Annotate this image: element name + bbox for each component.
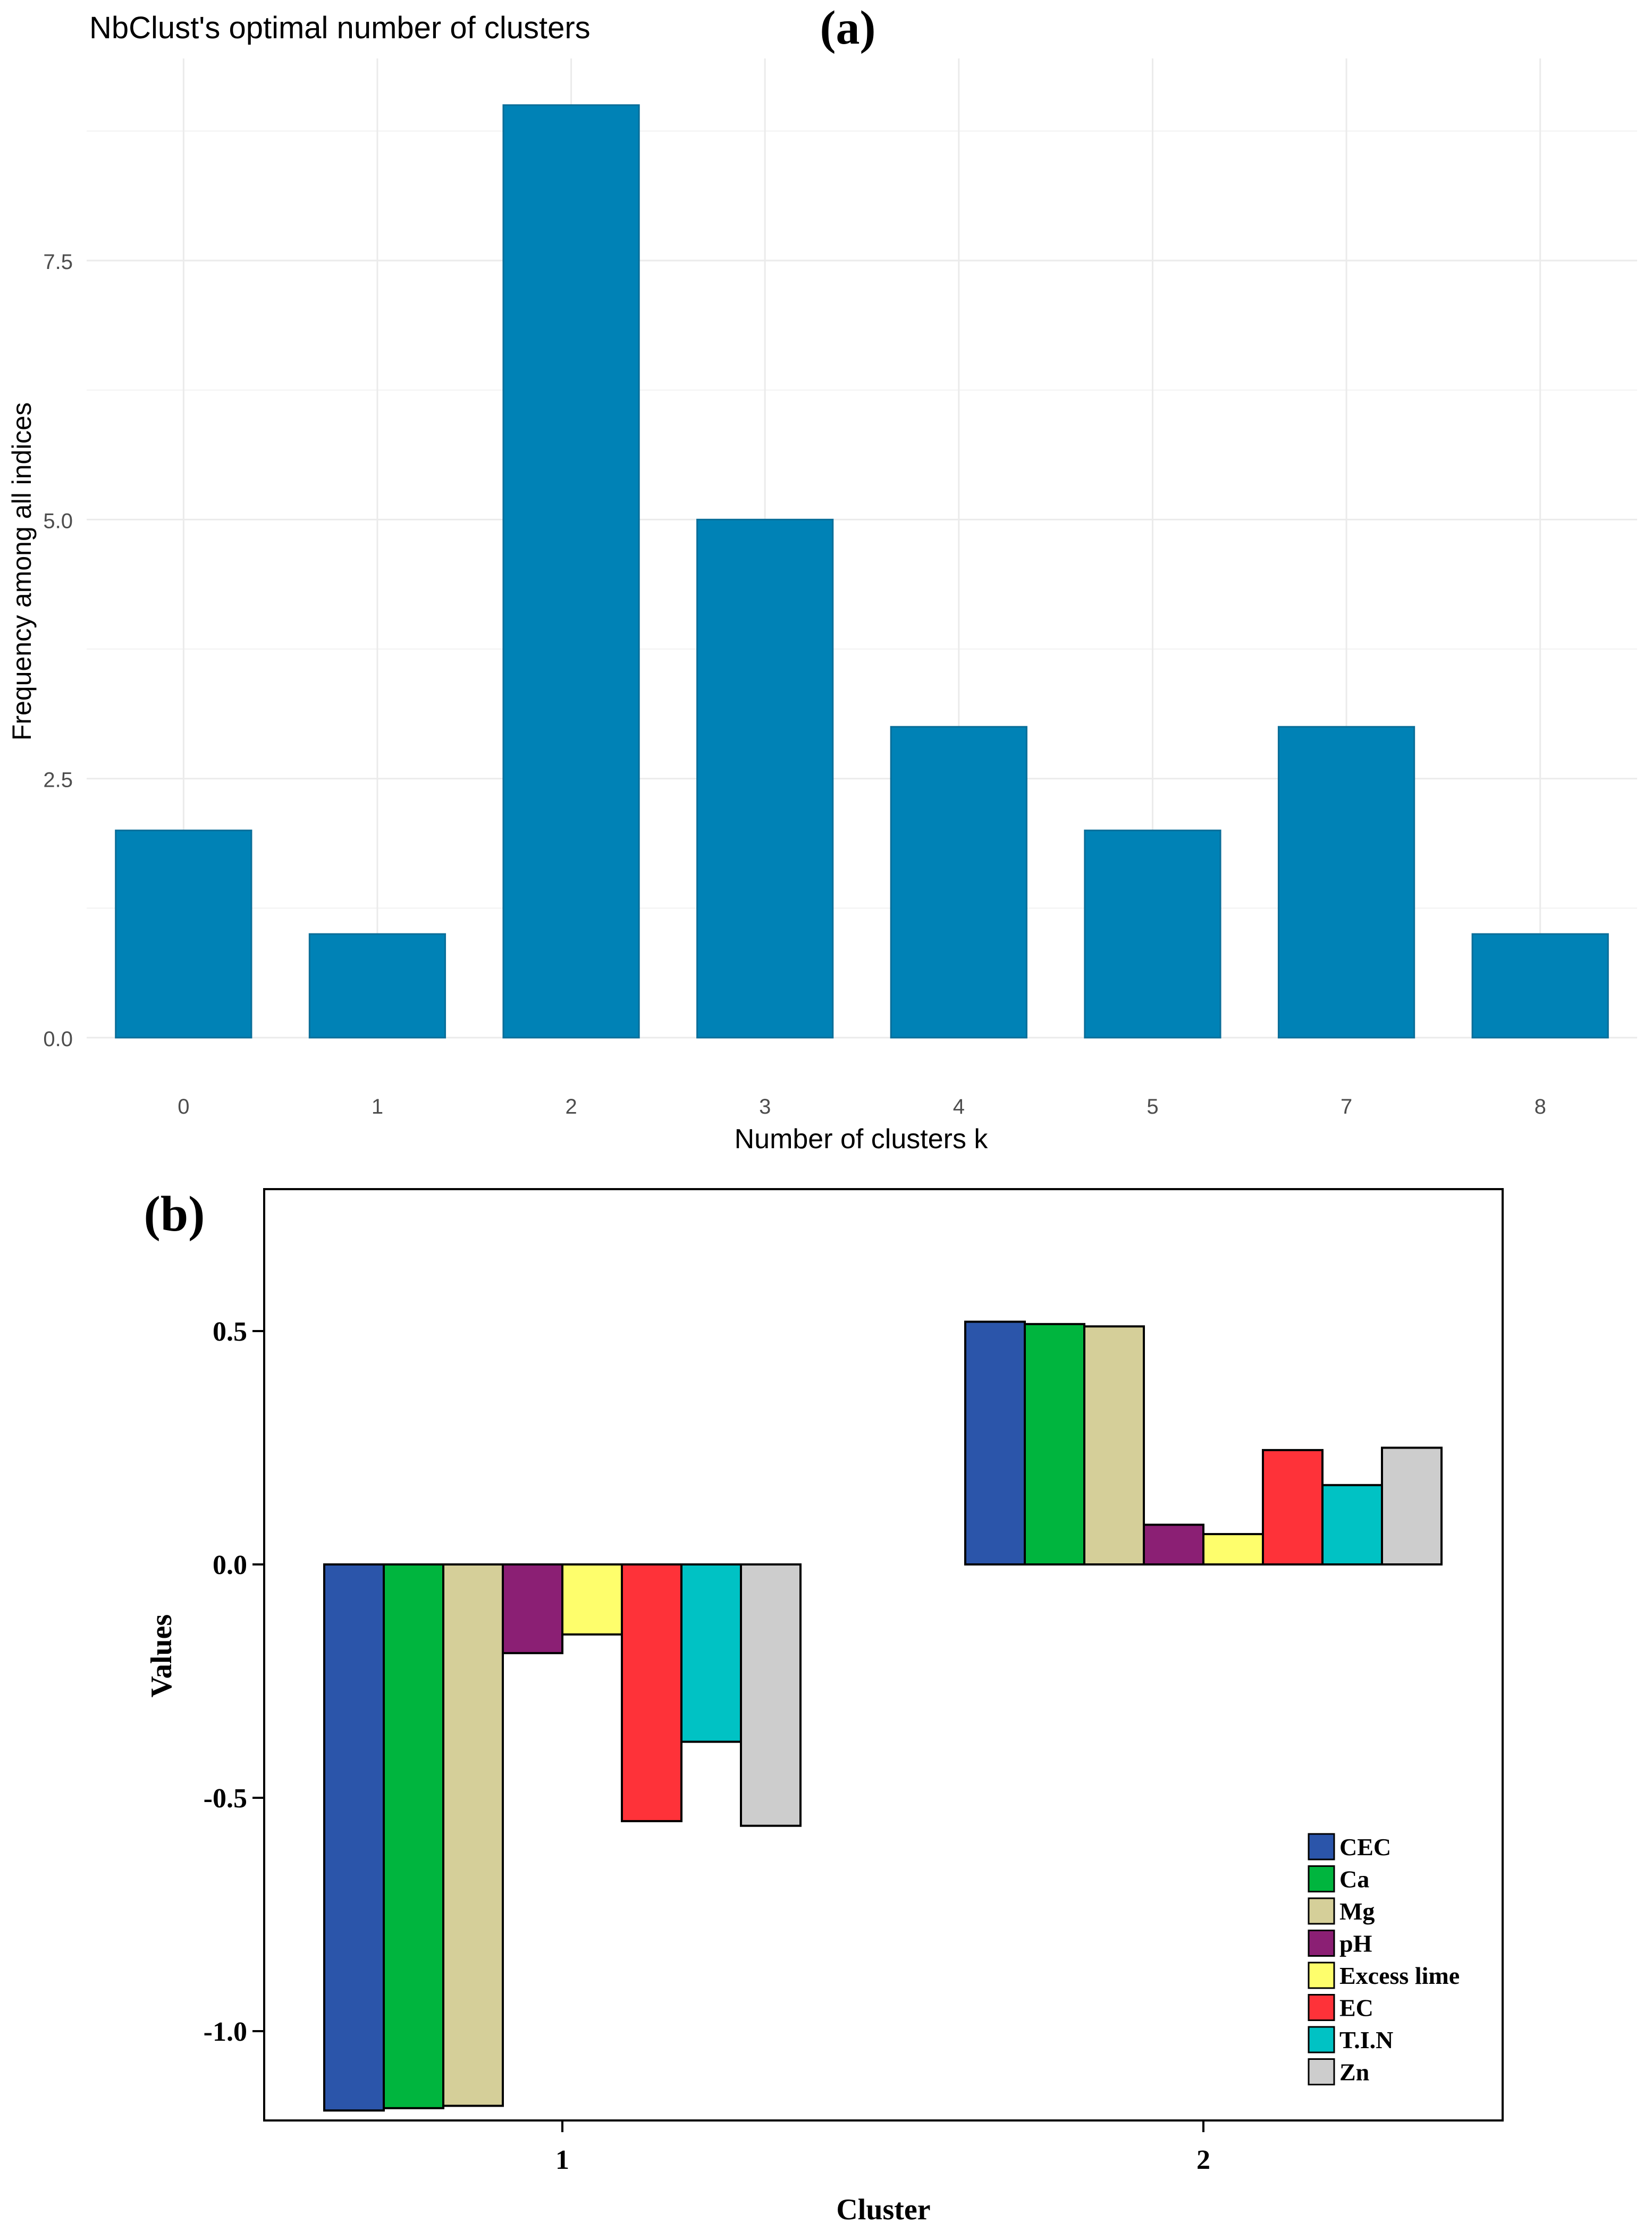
panel-a-y-tick-label: 0.0: [43, 1028, 73, 1051]
panel-a-x-tick-label: 5: [1147, 1095, 1158, 1118]
panel-b-bar-cluster-2-ca: [1024, 1323, 1085, 1566]
panel-a-x-tick-label: 7: [1341, 1095, 1352, 1118]
panel-a-x-tick-label: 4: [953, 1095, 965, 1118]
panel-b-plot-frame: [263, 1188, 1504, 2122]
panel-a-x-tick-labels: 0 1 2 3 4 5 7 8: [178, 1095, 1546, 1118]
panel-a-x-axis-label: Number of clusters k: [735, 1124, 989, 1155]
panel-b-label: (b): [144, 1186, 205, 1242]
panel-b-bar-cluster-2-t-i-n: [1321, 1484, 1383, 1565]
panel-b-y-tick-label: -0.5: [204, 1783, 247, 1814]
panel-a-y-tick-label: 5.0: [43, 509, 73, 533]
panel-a-bar-k-4: [890, 726, 1027, 1039]
panel-b-x-tick-label: 2: [1196, 2145, 1210, 2175]
panel-b-bar-cluster-2-cec: [964, 1320, 1026, 1565]
panel-b-legend-label: T.I.N: [1339, 2026, 1393, 2053]
panel-b-y-axis-label: Values: [145, 1614, 178, 1698]
panel-b-bar-cluster-2-ph: [1143, 1523, 1204, 1566]
panel-a-y-tick-label: 2.5: [43, 769, 73, 792]
panel-b-bar-cluster-1-ph: [502, 1563, 563, 1654]
panel-b-bar-cluster-2-ec: [1262, 1449, 1324, 1565]
panel-b-legend-swatch: [1308, 1994, 1335, 2021]
panel-a-y-tick-label: 7.5: [43, 250, 73, 274]
panel-b-legend: CEC Ca Mg pH Excess lime EC T.I.N Zn: [1308, 1833, 1460, 2086]
panel-b-legend-label: Excess lime: [1339, 1962, 1460, 1989]
panel-a-y-tick-labels: 0.0 2.5 5.0 7.5: [43, 250, 73, 1051]
panel-a-bar-k-0: [115, 829, 252, 1039]
panel-a-y-axis-label: Frequency among all indices: [7, 402, 37, 740]
panel-a-label: (a): [820, 2, 876, 54]
panel-b-legend-label: EC: [1339, 1994, 1373, 2022]
panel-b-y-tick-label: 0.0: [213, 1550, 247, 1580]
panel-a-x-tick-label: 2: [565, 1095, 577, 1118]
panel-a-x-tick-label: 1: [372, 1095, 383, 1118]
panel-a-bars: [115, 104, 1609, 1039]
panel-b-x-tick-label: 1: [555, 2145, 569, 2175]
panel-b-bar-cluster-2-mg: [1083, 1325, 1145, 1565]
panel-a-bar-k-3: [696, 518, 834, 1039]
panel-b-legend-label: Mg: [1339, 1898, 1375, 1925]
panel-b-bar-cluster-1-excess-lime: [561, 1563, 623, 1636]
panel-a-x-tick-label: 8: [1535, 1095, 1546, 1118]
panel-b-y-tick-label: -1.0: [204, 2017, 247, 2047]
panel-a-bar-k-7: [1277, 726, 1415, 1039]
panel-b-legend-label: pH: [1339, 1930, 1372, 1957]
panel-b-legend-swatch: [1308, 2058, 1335, 2085]
panel-a-chart: 0.0 2.5 5.0 7.5 0 1 2 3 4 5 7 8 NbClust's optimal …: [7, 2, 1637, 1155]
panel-b-bar-cluster-1-ec: [621, 1563, 682, 1822]
panel-b-legend-swatch: [1308, 1865, 1335, 1892]
panel-b-bar-cluster-2-excess-lime: [1202, 1533, 1264, 1565]
panel-b-bar-cluster-1-mg: [442, 1563, 504, 2107]
panel-b-legend-label: Zn: [1339, 2059, 1369, 2086]
panel-b-legend-swatch: [1308, 1962, 1335, 1989]
panel-a-x-tick-label: 3: [759, 1095, 771, 1118]
panel-b-x-axis-label: Cluster: [836, 2193, 930, 2226]
panel-a-title: NbClust's optimal number of clusters: [89, 11, 591, 45]
panel-b-legend-swatch: [1308, 1897, 1335, 1925]
panel-b-bars: [323, 1320, 1443, 2112]
panel-b-legend-label: CEC: [1339, 1833, 1391, 1861]
panel-a-bar-k-1: [308, 933, 446, 1039]
panel-b-legend-swatch: [1308, 1930, 1335, 1957]
panel-b-bar-cluster-1-t-i-n: [680, 1563, 742, 1743]
panel-b-bar-cluster-1-zn: [740, 1563, 802, 1827]
panel-b-y-tick-label: 0.5: [213, 1317, 247, 1347]
panel-b-legend-swatch: [1308, 2026, 1335, 2053]
panel-b-bar-cluster-1-cec: [323, 1563, 385, 2112]
panel-a-x-tick-label: 0: [178, 1095, 189, 1118]
panel-b-legend-swatch: [1308, 1833, 1335, 1861]
panel-a-bar-k-2: [502, 104, 640, 1039]
panel-b-y-ticks: -1.0 -0.5 0.0 0.5: [204, 1317, 264, 2047]
panel-b-bar-cluster-1-ca: [383, 1563, 444, 2109]
panel-b-legend-label: Ca: [1339, 1866, 1369, 1893]
panel-b-bar-cluster-2-zn: [1381, 1446, 1443, 1565]
panel-a-bar-k-5: [1084, 829, 1221, 1039]
panel-a-bar-k-8: [1471, 933, 1609, 1039]
